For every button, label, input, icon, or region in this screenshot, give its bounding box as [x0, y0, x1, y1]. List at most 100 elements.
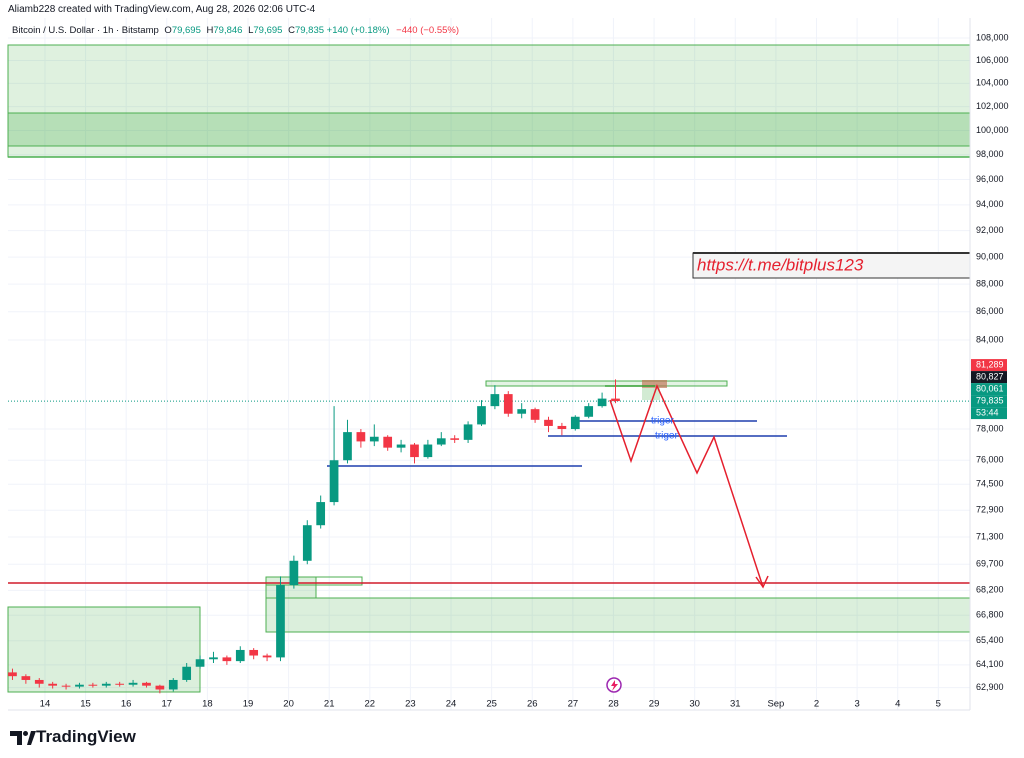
y-tick-label: 72,900	[976, 505, 1004, 515]
x-tick-label: 23	[405, 699, 416, 710]
ohlc-value: 79,846	[213, 25, 243, 36]
ohlc-key: L	[248, 25, 254, 36]
zone	[7, 112, 971, 147]
candle-body	[235, 649, 245, 662]
zone	[265, 576, 363, 586]
projection-path	[609, 383, 764, 588]
candle-body	[477, 406, 486, 425]
candle-body	[302, 525, 312, 561]
candle-body	[611, 398, 620, 402]
ohlc-key: H	[206, 25, 214, 36]
candle-body	[276, 585, 285, 658]
y-tick-label: 76,000	[976, 455, 1004, 465]
ohlc-value: 79,695	[171, 25, 201, 36]
candle-body	[463, 424, 473, 440]
ohlc-value: 79,695	[253, 25, 283, 36]
x-tick-label: 20	[283, 699, 294, 710]
x-tick-label: 15	[80, 699, 91, 710]
y-tick-label: 100,000	[976, 125, 1009, 135]
candle-body	[209, 657, 218, 660]
y-tick-label: 65,400	[976, 635, 1004, 645]
plot-bg	[8, 18, 970, 710]
ohlc-key: C	[288, 25, 295, 36]
x-tick-label: 26	[527, 699, 538, 710]
logo-part	[10, 731, 22, 745]
candle-body	[61, 685, 71, 687]
symbol-title: Bitcoin / U.S. Dollar · 1h · Bitstamp	[12, 25, 159, 36]
candle-body	[8, 672, 17, 677]
arrow-head	[755, 575, 769, 589]
candle-body	[557, 425, 567, 430]
link-box	[692, 252, 971, 279]
candle-body	[262, 655, 272, 658]
price-label: 80,827	[976, 371, 1004, 381]
candle-body	[423, 444, 433, 458]
candle-body	[101, 683, 111, 686]
candle-body	[88, 684, 98, 686]
x-tick-label: 31	[730, 699, 741, 710]
x-tick-label: 27	[568, 699, 579, 710]
grid	[8, 18, 970, 710]
y-tick-label: 108,000	[976, 32, 1009, 42]
x-tick-label: Sep	[767, 699, 784, 710]
axes: 108,000 106,000 104,000 102,000 100,000 98,00…	[40, 32, 1009, 709]
zone	[642, 388, 660, 400]
candle-body	[396, 444, 406, 448]
candle-body	[410, 444, 419, 458]
y-tick-label: 68,200	[976, 585, 1004, 595]
candle-body	[503, 394, 513, 414]
y-tick-label: 92,000	[976, 225, 1004, 235]
logo-part	[23, 731, 28, 736]
legend: Bitcoin / U.S. Dollar · 1h · Bitstamp O7…	[12, 25, 459, 36]
zone	[265, 597, 971, 633]
candle-body	[597, 398, 607, 407]
candle-body	[168, 679, 178, 690]
candle-body	[544, 419, 553, 426]
candle-body	[383, 436, 393, 448]
price-label: 79,835	[976, 395, 1004, 405]
candle-body	[48, 683, 58, 686]
x-tick-label: 22	[365, 699, 376, 710]
price-label-bg	[971, 395, 1007, 408]
candle-body	[517, 409, 527, 414]
zone	[7, 606, 201, 693]
y-tick-label: 98,000	[976, 149, 1004, 159]
y-tick-label: 90,000	[976, 251, 1004, 261]
candle-body	[530, 409, 540, 420]
candle-body	[249, 649, 259, 656]
header: Aliamb228 created with TradingView.com, …	[8, 4, 316, 15]
x-tick-label: 5	[936, 699, 941, 710]
candle-body	[316, 502, 326, 526]
logo-part	[27, 731, 36, 745]
y-tick-label: 78,000	[976, 423, 1004, 433]
candle-body	[115, 683, 125, 685]
y-tick-label: 86,000	[976, 306, 1004, 316]
x-tick-label: 3	[854, 699, 859, 710]
candle-body	[329, 460, 339, 503]
x-tick-label: 24	[446, 699, 457, 710]
x-tick-label: 17	[161, 699, 172, 710]
event-icon-bolt	[611, 680, 618, 691]
candle-body	[222, 657, 232, 662]
y-tick-label: 88,000	[976, 278, 1004, 288]
zone	[7, 44, 971, 158]
candle-body	[34, 679, 44, 684]
ohlc-value: 79,835	[294, 25, 325, 36]
y-tick-label: 96,000	[976, 174, 1004, 184]
countdown-bg	[971, 407, 1007, 420]
y-tick-label: 71,300	[976, 531, 1004, 541]
candle-body	[75, 684, 84, 687]
brand: TradingView	[36, 727, 136, 746]
y-tick-label: 94,000	[976, 199, 1004, 209]
link-text: https://t.me/bitplus123	[697, 255, 864, 274]
x-tick-label: 19	[243, 699, 254, 710]
price-label-bg	[971, 371, 1007, 384]
x-tick-label: 28	[608, 699, 619, 710]
x-tick-label: 14	[40, 699, 51, 710]
candle-body	[490, 394, 500, 407]
x-tick-label: 29	[649, 699, 660, 710]
price-label-bg	[971, 359, 1007, 372]
candle-body	[142, 682, 151, 686]
